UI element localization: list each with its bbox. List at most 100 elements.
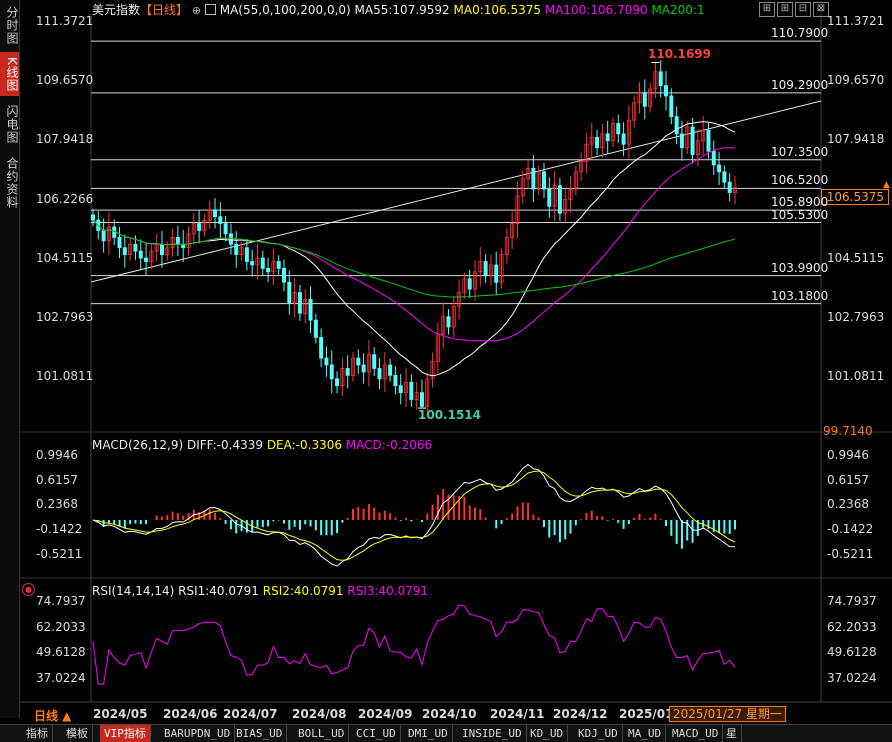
- price-tick-right: 101.0811: [827, 369, 884, 383]
- candle-body: [420, 393, 423, 407]
- high-annotation: 110.1699: [648, 47, 711, 61]
- candle-body: [245, 248, 248, 262]
- macd-tick-right: 0.2368: [827, 497, 869, 511]
- macd-dea: DEA:-0.3306: [267, 438, 342, 452]
- candle-body: [224, 224, 227, 234]
- price-marker-arrow-icon: ▲: [883, 180, 890, 190]
- rsi-tick-right: 37.0224: [827, 671, 877, 685]
- candle-body: [410, 382, 413, 399]
- bottom-tab[interactable]: 指标: [22, 725, 53, 742]
- macd-tick-left: -0.1422: [36, 522, 82, 536]
- level-label: 105.5300: [771, 209, 828, 222]
- candle-body: [712, 151, 715, 165]
- ma0-value: MA0:106.5375: [454, 3, 542, 17]
- bottom-tab[interactable]: KDJ_UD: [574, 725, 623, 742]
- candle-body: [362, 365, 365, 372]
- candle-body: [373, 355, 376, 369]
- macd-tick-left: 0.6157: [36, 473, 78, 487]
- macd-panel: [93, 464, 735, 566]
- macd-tick-left: 0.2368: [36, 497, 78, 511]
- date-tick: 2024/10: [422, 707, 476, 721]
- candle-body: [399, 386, 402, 393]
- settings-icon[interactable]: ⊕: [192, 4, 201, 17]
- bottom-tab[interactable]: MA_UD: [624, 725, 666, 742]
- candle-body: [134, 244, 137, 251]
- candle-body: [606, 134, 609, 141]
- crosshair-icon[interactable]: ⊞: [759, 2, 775, 17]
- candles: [91, 60, 736, 413]
- checkbox-icon[interactable]: [205, 4, 216, 15]
- ma-params: MA(55,0,100,200,0,0): [220, 3, 351, 17]
- rsi-tick-right: 49.6128: [827, 645, 877, 659]
- price-tick-left: 107.9418: [36, 132, 93, 146]
- bottom-tab[interactable]: KD_UD: [526, 725, 568, 742]
- price-tick-left: 111.3721: [36, 14, 93, 28]
- cursor-date: 2025/01/27 星期一: [669, 706, 786, 722]
- date-tick: 2024/12: [553, 707, 607, 721]
- level-label: 103.9900: [771, 262, 828, 275]
- zoom-out-icon[interactable]: ⊟: [795, 2, 811, 17]
- bottom-tab[interactable]: BIAS_UD: [232, 725, 287, 742]
- price-tick-right: 107.9418: [827, 132, 884, 146]
- candle-body: [680, 134, 683, 148]
- candle-body: [330, 365, 333, 379]
- candle-body: [548, 189, 551, 206]
- candle-body: [298, 293, 301, 314]
- bottom-tab[interactable]: 星: [722, 725, 742, 742]
- rsi-tick-right: 62.2033: [827, 620, 877, 634]
- bottom-tab[interactable]: BOLL_UD: [294, 725, 349, 742]
- rsi-panel: [93, 605, 735, 684]
- price-tick-left: 101.0811: [36, 369, 93, 383]
- bottom-tab[interactable]: DMI_UD: [404, 725, 453, 742]
- bottom-tab[interactable]: VIP指标: [100, 725, 151, 742]
- date-tick: 2024/09: [358, 707, 412, 721]
- candle-body: [261, 258, 264, 268]
- candle-body: [277, 262, 280, 269]
- period-selector[interactable]: 日线 ▲: [34, 707, 71, 724]
- bottom-tab[interactable]: BARUPDN_UD: [160, 725, 235, 742]
- period-label[interactable]: 【日线】: [140, 3, 188, 17]
- candle-body: [219, 217, 222, 224]
- price-tick-right: 111.3721: [827, 14, 884, 28]
- rsi-tick-right: 74.7937: [827, 594, 877, 608]
- rsi-tick-left: 62.2033: [36, 620, 86, 634]
- indicator-settings-icon[interactable]: ●: [22, 583, 35, 596]
- bottom-tab[interactable]: CCI_UD: [352, 725, 401, 742]
- ma100-value: MA100:106.7090: [545, 3, 648, 17]
- level-lines: [91, 41, 821, 304]
- candle-body: [378, 368, 381, 378]
- candle-body: [643, 92, 646, 106]
- macd-tick-right: 0.6157: [827, 473, 869, 487]
- macd-tick-right: -0.1422: [827, 522, 873, 536]
- candle-body: [595, 137, 598, 147]
- level-label: 109.2900: [771, 79, 828, 92]
- candle-body: [282, 268, 285, 282]
- candle-body: [320, 337, 323, 358]
- candle-body: [235, 244, 238, 254]
- date-tick: 2025/01: [619, 707, 673, 721]
- macd-diff: DIFF:-0.4339: [187, 438, 263, 452]
- bottom-tab[interactable]: 模板: [62, 725, 93, 742]
- candle-body: [325, 358, 328, 365]
- macd-value: MACD:-0.2066: [346, 438, 432, 452]
- level-label: 110.7900: [771, 27, 828, 40]
- candle-body: [102, 230, 105, 240]
- candle-body: [659, 72, 662, 86]
- candle-body: [198, 224, 201, 231]
- candle-body: [691, 127, 694, 155]
- level-label: 107.3500: [771, 146, 828, 159]
- ma100-line: [93, 148, 735, 341]
- candle-body: [346, 368, 349, 375]
- date-tick: 2024/07: [223, 707, 277, 721]
- price-tick-right: 102.7963: [827, 310, 884, 324]
- macd-tick-left: 0.9946: [36, 448, 78, 462]
- bottom-tab[interactable]: MACD_UD: [668, 725, 723, 742]
- rsi2-value: RSI2:40.0791: [263, 584, 344, 598]
- bottom-tab[interactable]: INSIDE_UD: [458, 725, 527, 742]
- candle-body: [251, 262, 254, 265]
- zoom-in-icon[interactable]: ⊞: [777, 2, 793, 17]
- candle-body: [389, 365, 392, 375]
- instrument-name: 美元指数: [92, 3, 140, 17]
- candle-body: [213, 210, 216, 217]
